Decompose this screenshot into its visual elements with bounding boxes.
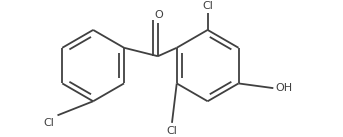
- Text: OH: OH: [275, 83, 292, 93]
- Text: O: O: [154, 10, 163, 20]
- Text: Cl: Cl: [202, 1, 213, 11]
- Text: Cl: Cl: [44, 118, 55, 128]
- Text: Cl: Cl: [167, 126, 177, 136]
